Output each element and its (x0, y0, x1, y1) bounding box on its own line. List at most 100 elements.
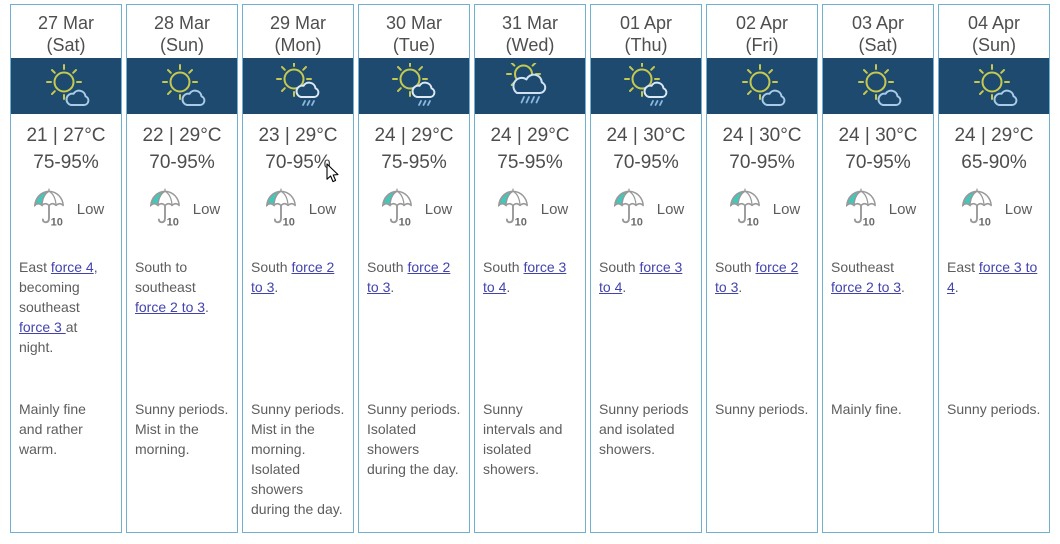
rain-probability-row: 10 Low (11, 188, 121, 229)
humidity-range: 75-95% (381, 152, 447, 173)
day-date-header: 28 Mar (Sun) (127, 5, 237, 58)
humidity-range: 75-95% (33, 152, 99, 173)
psr-umbrella-icon: 10 (608, 187, 650, 232)
nine-day-forecast: 27 Mar (Sat) 21 | 27°C 75-95% 10 Low Eas… (10, 4, 1050, 533)
psr-umbrella-icon: 10 (376, 187, 418, 232)
wind-text: South (251, 259, 292, 275)
humidity-range: 65-90% (961, 152, 1027, 173)
forecast-day-card: 30 Mar (Tue) 24 | 29°C 75-95% 10 (358, 4, 470, 533)
umbrella-psr-icon: 10 (961, 188, 992, 229)
day-weekday: (Sat) (46, 35, 86, 55)
umbrella-psr-icon: 10 (33, 188, 64, 229)
humidity-range: 70-95% (729, 152, 795, 173)
psr-umbrella-icon: 10 (840, 187, 882, 232)
forecast-day-card: 03 Apr (Sat) 24 | 30°C 70-95% 10 Low Sou… (822, 4, 934, 533)
psr-umbrella-icon: 10 (260, 187, 302, 232)
forecast-day-card: 29 Mar (Mon) 23 | 29°C 70-95% 10 (242, 4, 354, 533)
rain-probability-row: 10 Low (475, 188, 585, 229)
wind-force-link[interactable]: force 2 to 3 (251, 259, 335, 295)
psr-label: Low (772, 200, 801, 218)
svg-text:10: 10 (862, 216, 874, 227)
psr-label: Low (656, 200, 685, 218)
psr-label: Low (76, 200, 105, 218)
wind-text: at night. (19, 319, 78, 355)
day-weekday: (Sun) (159, 35, 204, 55)
umbrella-psr-icon: 10 (381, 188, 412, 229)
sun-cloud-rain-icon (276, 63, 320, 106)
wind-force-link[interactable]: force 2 to 3 (135, 299, 206, 315)
temperature-range: 21 | 27°C (26, 125, 106, 146)
wind-forecast: South force 3 to 4. (591, 257, 701, 399)
rain-probability-row: 10 Low (243, 188, 353, 229)
forecast-day-card: 28 Mar (Sun) 22 | 29°C 70-95% 10 Low Sou… (126, 4, 238, 533)
wind-text: South (715, 259, 756, 275)
wind-forecast: Southeast force 2 to 3. (823, 257, 933, 399)
wind-force-link[interactable]: force 3 to 4 (599, 259, 683, 295)
psr-label: Low (1004, 200, 1033, 218)
umbrella-psr-icon: 10 (613, 188, 644, 229)
wind-text: . (390, 279, 395, 295)
forecast-day-card: 31 Mar (Wed) 24 | 29°C 75-95% 10 (474, 4, 586, 533)
wind-text: . (205, 299, 209, 315)
psr-label: Low (424, 200, 453, 218)
wind-text: South to southeast (135, 259, 196, 295)
day-weekday: (Tue) (392, 35, 436, 55)
day-weekday: (Sun) (971, 35, 1016, 55)
wind-force-link[interactable]: force 3 to 4 (483, 259, 567, 295)
day-date: 27 Mar (37, 13, 95, 33)
wind-force-link[interactable]: force 2 to 3 (715, 259, 799, 295)
sun-cloud-icon (974, 64, 1018, 106)
weather-description: Mainly fine. (831, 401, 902, 417)
wind-force-link[interactable]: force 3 to 4 (947, 259, 1038, 295)
weather-icon-banner (359, 58, 469, 114)
umbrella-psr-icon: 10 (729, 188, 760, 229)
umbrella-psr-icon: 10 (149, 188, 180, 229)
wind-forecast: South to southeast force 2 to 3. (127, 257, 237, 399)
rain-probability-row: 10 Low (823, 188, 933, 229)
svg-text:10: 10 (978, 216, 990, 227)
temperature-range: 24 | 30°C (606, 125, 686, 146)
day-date: 30 Mar (385, 13, 443, 33)
weather-description: Sunny intervals and isolated showers. (483, 401, 563, 477)
wind-force-link[interactable]: force 2 to 3 (831, 279, 902, 295)
humidity-range: 70-95% (149, 152, 215, 173)
rain-probability-row: 10 Low (127, 188, 237, 229)
svg-text:10: 10 (166, 216, 178, 227)
weather-description: Mainly fine and rather warm. (19, 401, 86, 457)
weather-description: Sunny periods. (715, 401, 809, 417)
psr-label: Low (888, 200, 917, 218)
day-weekday: (Sat) (858, 35, 898, 55)
weather-icon-banner (243, 58, 353, 114)
sun-cloud-rain-icon (392, 63, 436, 106)
day-date: 04 Apr (967, 13, 1021, 33)
day-weekday: (Wed) (505, 35, 555, 55)
cloud-rain-sun-icon (506, 63, 547, 104)
wind-forecast: East force 4, becoming southeast force 3… (11, 257, 121, 399)
day-date: 03 Apr (851, 13, 905, 33)
rain-probability-row: 10 Low (591, 188, 701, 229)
psr-umbrella-icon: 10 (144, 187, 186, 232)
psr-umbrella-icon: 10 (28, 187, 70, 232)
wind-force-link[interactable]: force 4 (50, 259, 94, 275)
wind-force-link[interactable]: force 2 to 3 (367, 259, 451, 295)
day-weekday: (Mon) (274, 35, 322, 55)
weather-description: Sunny periods. Mist in the morning. (135, 401, 229, 457)
sun-cloud-icon (858, 64, 902, 106)
weather-description: Sunny periods and isolated showers. (599, 401, 689, 457)
wind-text: South (483, 259, 524, 275)
wind-forecast: East force 3 to 4. (939, 257, 1049, 399)
wind-forecast: South force 2 to 3. (707, 257, 817, 399)
day-date-header: 31 Mar (Wed) (475, 5, 585, 58)
weather-icon-banner (591, 58, 701, 114)
wind-force-link[interactable]: force 3 (19, 319, 66, 335)
svg-text:10: 10 (514, 216, 526, 227)
day-date: 01 Apr (619, 13, 673, 33)
day-weekday: (Fri) (745, 35, 779, 55)
sun-cloud-icon (46, 64, 90, 106)
day-date-header: 04 Apr (Sun) (939, 5, 1049, 58)
temperature-range: 24 | 29°C (490, 125, 570, 146)
umbrella-psr-icon: 10 (265, 188, 296, 229)
temperature-range: 24 | 29°C (954, 125, 1034, 146)
weather-icon-banner (11, 58, 121, 114)
psr-umbrella-icon: 10 (956, 187, 998, 232)
